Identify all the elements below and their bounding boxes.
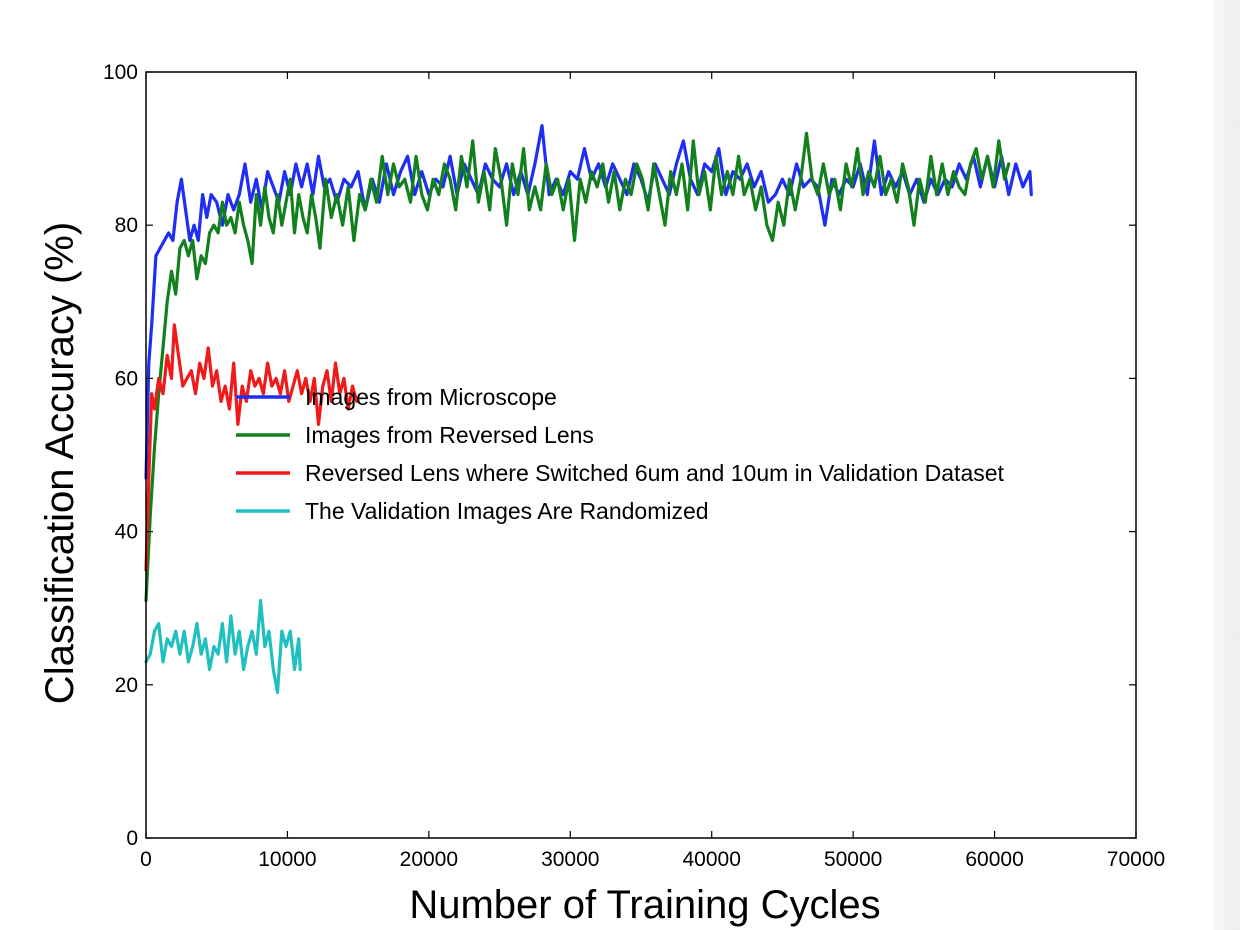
y-tick-label: 20 bbox=[115, 674, 138, 697]
legend-label-2: Images from Reversed Lens bbox=[305, 422, 594, 448]
legend-label-1: Images from Microscope bbox=[305, 384, 557, 410]
series-layer bbox=[144, 124, 1033, 695]
y-tick-label: 60 bbox=[115, 367, 138, 390]
ticks-layer: 0 10000 20000 30000 40000 50000 60000 70000 0 20 4… bbox=[103, 61, 1165, 871]
legend-label-3: Reversed Lens where Switched 6um and 10u… bbox=[305, 460, 1005, 486]
series-line-2 bbox=[144, 131, 1011, 603]
window-edge bbox=[1214, 0, 1240, 930]
series-line-4 bbox=[144, 598, 302, 695]
x-tick-label: 20000 bbox=[400, 848, 458, 871]
x-tick-label: 40000 bbox=[683, 848, 741, 871]
y-axis-label: Classification Accuracy (%) bbox=[38, 222, 82, 704]
y-tick-label: 0 bbox=[126, 827, 138, 850]
y-tick-label: 80 bbox=[115, 214, 138, 237]
x-tick-label: 10000 bbox=[258, 848, 316, 871]
plot-frame bbox=[145, 71, 1137, 839]
y-tick-label: 40 bbox=[115, 521, 138, 544]
x-tick-label: 70000 bbox=[1107, 848, 1165, 871]
series-line-3 bbox=[144, 323, 359, 572]
x-tick-label: 30000 bbox=[541, 848, 599, 871]
x-tick-label: 60000 bbox=[965, 848, 1023, 871]
series-line-1 bbox=[144, 124, 1033, 480]
x-tick-label: 0 bbox=[140, 848, 152, 871]
legend-label-4: The Validation Images Are Randomized bbox=[305, 498, 709, 524]
y-tick-label: 100 bbox=[103, 61, 138, 84]
x-tick-label: 50000 bbox=[824, 848, 882, 871]
legend: Images from Microscope Images from Revers… bbox=[236, 384, 1005, 524]
x-axis-label: Number of Training Cycles bbox=[409, 883, 880, 927]
